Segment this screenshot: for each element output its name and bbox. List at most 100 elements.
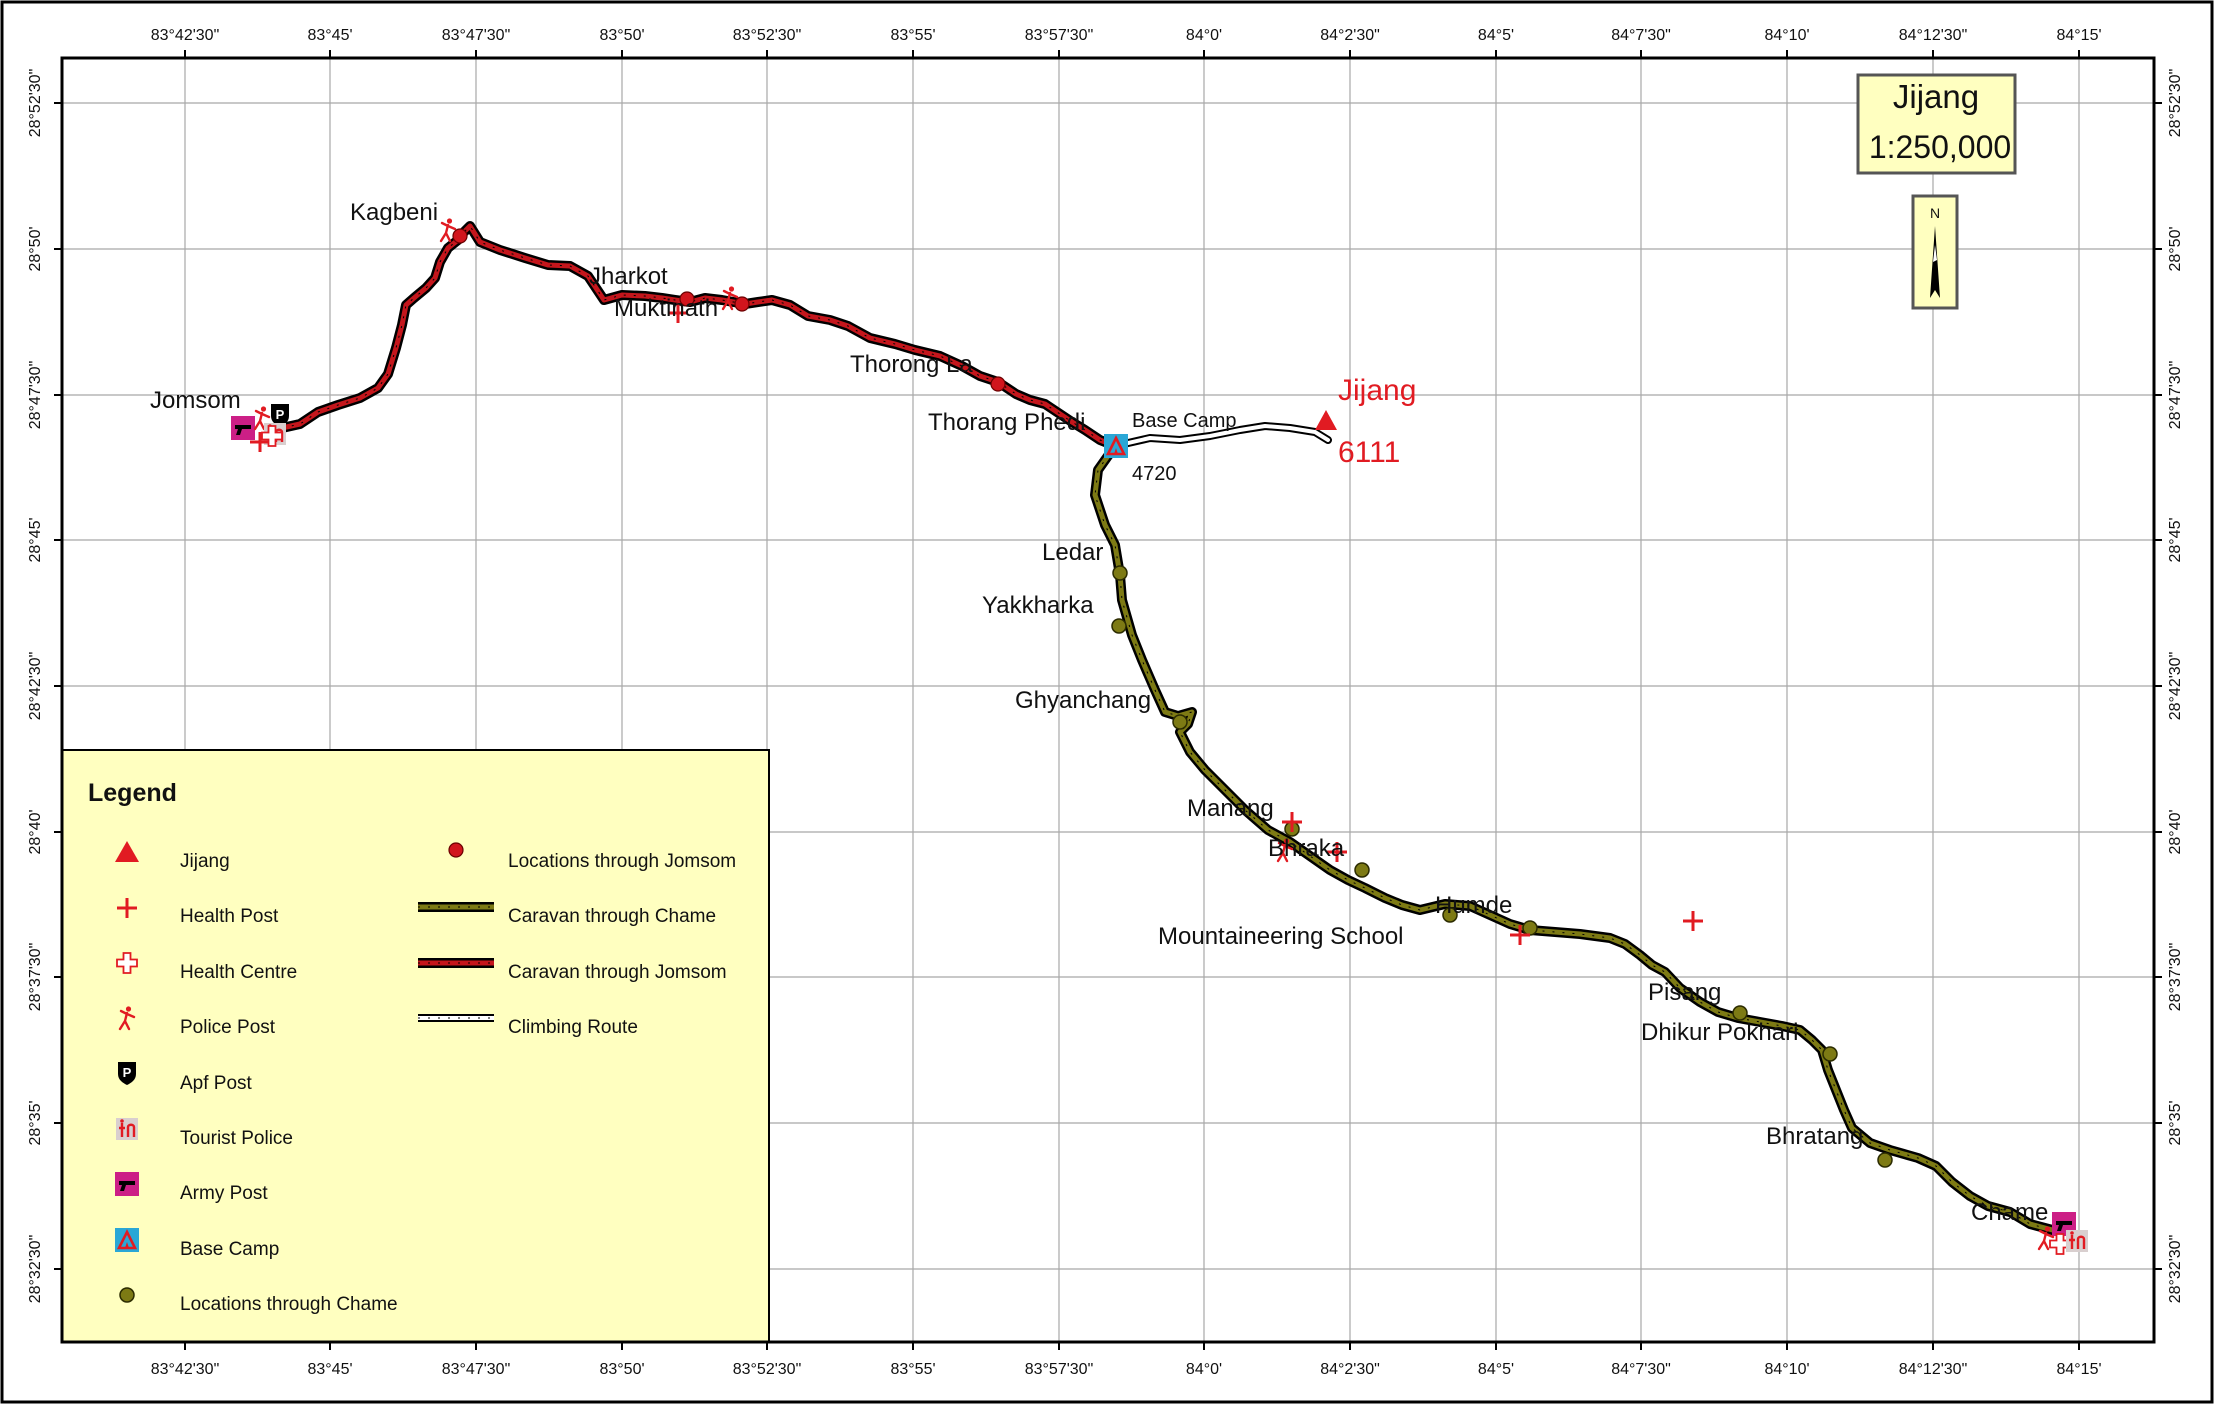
- lon-label: 83°57'30": [1025, 27, 1094, 44]
- top-lon-labels: 83°42'30" 83°45' 83°47'30" 83°50' 83°52'…: [151, 27, 2102, 44]
- left-lat-labels: 28°52'30" 28°50' 28°47'30" 28°45' 28°42'…: [27, 69, 44, 1304]
- peak-triangle-icon: [1315, 410, 1337, 430]
- bottom-lon-labels: 83°42'30" 83°45' 83°47'30" 83°50' 83°52'…: [151, 1361, 2102, 1378]
- legend-label-tourist-police: Tourist Police: [180, 1128, 293, 1149]
- place-label-bhraka: Bhraka: [1268, 835, 1345, 862]
- legend-label-climbing-route: Climbing Route: [508, 1017, 638, 1038]
- place-label-thorong-la: Thorong La: [850, 351, 973, 378]
- lat-label: 28°42'30": [2167, 652, 2184, 721]
- location-dot-icon: [1522, 920, 1538, 936]
- lon-label: 83°55': [890, 27, 935, 44]
- lon-label: 83°45': [307, 1361, 352, 1378]
- legend-label-caravan-chame: Caravan through Chame: [508, 906, 716, 927]
- legend-label-apf-post: Apf Post: [180, 1073, 253, 1094]
- lon-label: 83°52'30": [733, 1361, 802, 1378]
- tent-icon: [113, 1226, 141, 1254]
- lon-label: 83°42'30": [151, 1361, 220, 1378]
- legend-label-jijang: Jijang: [180, 851, 230, 872]
- lon-label: 84°10': [1764, 27, 1809, 44]
- north-arrow-icon: [1930, 226, 1940, 298]
- legend-label-locations-jomsom: Locations through Jomsom: [508, 851, 736, 872]
- legend-title: Legend: [88, 779, 177, 807]
- lon-label: 83°42'30": [151, 27, 220, 44]
- lat-label: 28°32'30": [27, 1235, 44, 1304]
- lon-label: 83°45': [307, 27, 352, 44]
- legend-label-health-centre: Health Centre: [180, 962, 297, 983]
- peak-label-elevation: 6111: [1338, 436, 1400, 469]
- map-title-box: Jijang 1:250,000: [1856, 73, 2017, 175]
- location-dot-icon: [1111, 618, 1127, 634]
- lat-label: 28°47'30": [27, 361, 44, 430]
- place-label-pisang: Pisang: [1648, 979, 1721, 1006]
- legend-label-police-post: Police Post: [180, 1017, 276, 1038]
- lon-label: 84°5': [1478, 27, 1514, 44]
- lat-label: 28°50': [27, 226, 44, 271]
- location-dot-icon: [1172, 714, 1188, 730]
- caravan-route-jomsom: [277, 221, 1120, 451]
- lon-label: 84°10': [1764, 1361, 1809, 1378]
- lat-label: 28°35': [2167, 1100, 2184, 1145]
- lon-label: 84°7'30": [1611, 27, 1671, 44]
- place-label-ghyanchang: Ghyanchang: [1015, 687, 1151, 714]
- lon-label: 83°47'30": [442, 27, 511, 44]
- legend: Legend Jijang Health Post Health Centre …: [61, 749, 770, 1343]
- place-label-chame: Chame: [1971, 1199, 2048, 1226]
- place-label-mountaineering-school: Mountaineering School: [1158, 923, 1404, 950]
- tourist-police-icon: [114, 1116, 140, 1142]
- lat-label: 28°42'30": [27, 652, 44, 721]
- lat-label: 28°47'30": [2167, 361, 2184, 430]
- lon-label: 83°50': [599, 27, 644, 44]
- lon-label: 83°57'30": [1025, 1361, 1094, 1378]
- caravan-route-chame: [1090, 441, 2065, 1237]
- location-dot-icon: [1354, 862, 1370, 878]
- lat-label: 28°37'30": [2167, 943, 2184, 1012]
- legend-label-army-post: Army Post: [180, 1183, 268, 1204]
- place-label-yakkharka: Yakkharka: [982, 592, 1094, 619]
- legend-label-locations-chame: Locations through Chame: [180, 1294, 398, 1315]
- place-label-kagbeni: Kagbeni: [350, 199, 438, 226]
- lat-label: 28°45': [2167, 517, 2184, 562]
- lat-label: 28°35': [27, 1100, 44, 1145]
- legend-box: [61, 749, 770, 1343]
- base-camp-elevation: 4720: [1132, 463, 1177, 485]
- lat-label: 28°45': [27, 517, 44, 562]
- place-label-jomsom: Jomsom: [150, 387, 241, 414]
- place-label-ledar: Ledar: [1042, 539, 1103, 566]
- place-label-manang: Manang: [1187, 795, 1274, 822]
- base-camp-icon: [1102, 432, 1130, 460]
- map-scale: 1:250,000: [1869, 129, 2011, 165]
- lon-label: 83°55': [890, 1361, 935, 1378]
- right-lat-labels: 28°52'30" 28°50' 28°47'30" 28°45' 28°42'…: [2167, 69, 2184, 1304]
- lat-label: 28°32'30": [2167, 1235, 2184, 1304]
- lat-label: 28°40': [27, 809, 44, 854]
- location-dot-icon: [452, 228, 468, 244]
- legend-label-caravan-jomsom: Caravan through Jomsom: [508, 962, 727, 983]
- legend-label-base-camp: Base Camp: [180, 1239, 279, 1260]
- lon-label: 84°2'30": [1320, 27, 1380, 44]
- location-dot-icon: [1732, 1005, 1748, 1021]
- north-arrow: N: [1911, 194, 1959, 310]
- lon-label: 84°2'30": [1320, 1361, 1380, 1378]
- location-dot-icon: [1877, 1152, 1893, 1168]
- place-label-muktinath: Muktinath: [614, 295, 718, 322]
- lat-label: 28°52'30": [2167, 69, 2184, 138]
- location-dot-icon: [734, 296, 750, 312]
- place-label-dhikur-pokhari: Dhikur Pokhari: [1641, 1019, 1798, 1046]
- map-title: Jijang: [1893, 78, 1979, 115]
- lat-label: 28°37'30": [27, 943, 44, 1012]
- lat-label: 28°50': [2167, 226, 2184, 271]
- lon-label: 84°5': [1478, 1361, 1514, 1378]
- place-label-base-camp: Base Camp: [1132, 410, 1237, 432]
- lon-label: 84°0': [1186, 1361, 1222, 1378]
- army-post-icon: [231, 416, 255, 440]
- peak-label-name: Jijang: [1338, 374, 1416, 407]
- place-labels: Jomsom Kagbeni Jharkot Muktinath Thorong…: [150, 199, 2048, 1226]
- lon-label: 84°0': [1186, 27, 1222, 44]
- lat-label: 28°52'30": [27, 69, 44, 138]
- frame-ticks: [54, 50, 2162, 1350]
- lon-label: 83°47'30": [442, 1361, 511, 1378]
- lat-label: 28°40': [2167, 809, 2184, 854]
- location-dot-icon: [1822, 1046, 1838, 1062]
- place-label-humde: Humde: [1435, 892, 1512, 919]
